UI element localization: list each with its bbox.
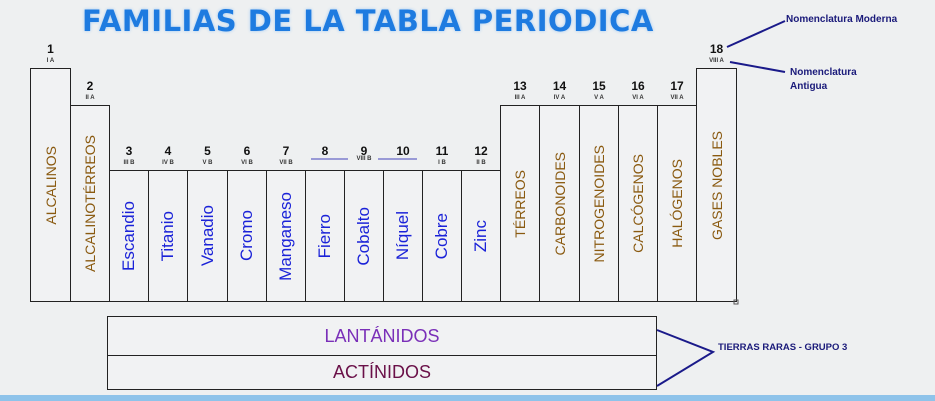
group-16-number: 16 xyxy=(631,79,645,93)
group-6-old-name: VI B xyxy=(241,160,253,166)
group-2-old-name: II A xyxy=(85,95,95,101)
group-11-number: 11 xyxy=(435,144,449,158)
modern-pointer-line xyxy=(726,20,786,48)
group-16-old-name: VI A xyxy=(632,95,644,101)
group-8-number: 8 xyxy=(321,144,329,158)
group-1-column: ALCALINOS xyxy=(30,68,71,302)
group-14-column: CARBONOIDES xyxy=(539,105,580,302)
group-13-number: 13 xyxy=(513,79,527,93)
group-13-column: TÉRREOS xyxy=(500,105,540,302)
group-6-column: Cromo xyxy=(227,170,267,302)
group-14-number: 14 xyxy=(552,79,567,93)
group-12-number: 12 xyxy=(474,144,488,158)
group-5-number: 5 xyxy=(204,144,211,158)
group-18-old-name: VIII A xyxy=(709,58,724,64)
group-4-old-name: IV B xyxy=(162,160,174,166)
lanthanides-row: LANTÁNIDOS xyxy=(107,316,657,356)
group-15-column: NITROGENOIDES xyxy=(579,105,619,302)
group-2-number: 2 xyxy=(86,79,94,93)
group-13-old-name: III A xyxy=(514,95,526,101)
group-18-number: 18 xyxy=(709,42,724,56)
group-7-number: 7 xyxy=(282,144,290,158)
group-9-column: Cobalto xyxy=(344,170,384,302)
group-14-old-name: IV A xyxy=(553,95,566,101)
group-15-number: 15 xyxy=(592,79,606,93)
modern-nomenclature-label: Nomenclatura Moderna xyxy=(786,14,898,25)
rare-earths-bracket xyxy=(656,329,716,387)
group-2-column: ALCALINOTÉRREOS xyxy=(70,105,110,302)
bottom-strip xyxy=(0,395,935,401)
group-10-column: Níquel xyxy=(383,170,423,302)
actinides-row: ACTÍNIDOS xyxy=(107,355,657,390)
actinides-label: ACTÍNIDOS xyxy=(332,362,431,382)
group-18-column: GASES NOBLES xyxy=(696,68,737,302)
group-3-number: 3 xyxy=(125,144,133,158)
group-17-column: HALÓGENOS xyxy=(657,105,697,302)
group-1-old-name: I A xyxy=(46,58,55,64)
old-nomenclature-label-line1: Nomenclatura xyxy=(790,67,857,78)
group-1-number: 1 xyxy=(47,42,54,56)
rare-earths-label: TIERRAS RARAS - GRUPO 3 xyxy=(718,342,848,353)
resize-handle-icon xyxy=(733,299,739,305)
group-17-number: 17 xyxy=(670,79,684,93)
group-10-number: 10 xyxy=(396,144,410,158)
group-11-old-name: I B xyxy=(438,160,446,166)
group-15-old-name: V A xyxy=(594,95,604,101)
group-3-old-name: III B xyxy=(123,160,135,166)
group-8-column: Fierro xyxy=(305,170,345,302)
group-7-old-name: VII B xyxy=(279,160,293,166)
lanthanides-label: LANTÁNIDOS xyxy=(324,325,440,346)
group-9-old-name: VIII B xyxy=(356,156,372,162)
group-5-old-name: V B xyxy=(202,160,213,166)
old-pointer-line xyxy=(729,61,786,73)
group-12-old-name: II B xyxy=(476,160,486,166)
group-17-old-name: VII A xyxy=(670,95,684,101)
group-6-number: 6 xyxy=(243,144,251,158)
page-title: FAMILIAS DE LA TABLA PERIODICA xyxy=(82,4,654,38)
group-9-number: 9 xyxy=(360,144,368,158)
group-12-column: Zinc xyxy=(461,170,501,302)
group-4-number: 4 xyxy=(164,144,172,158)
old-nomenclature-label-line2: Antigua xyxy=(790,81,828,92)
